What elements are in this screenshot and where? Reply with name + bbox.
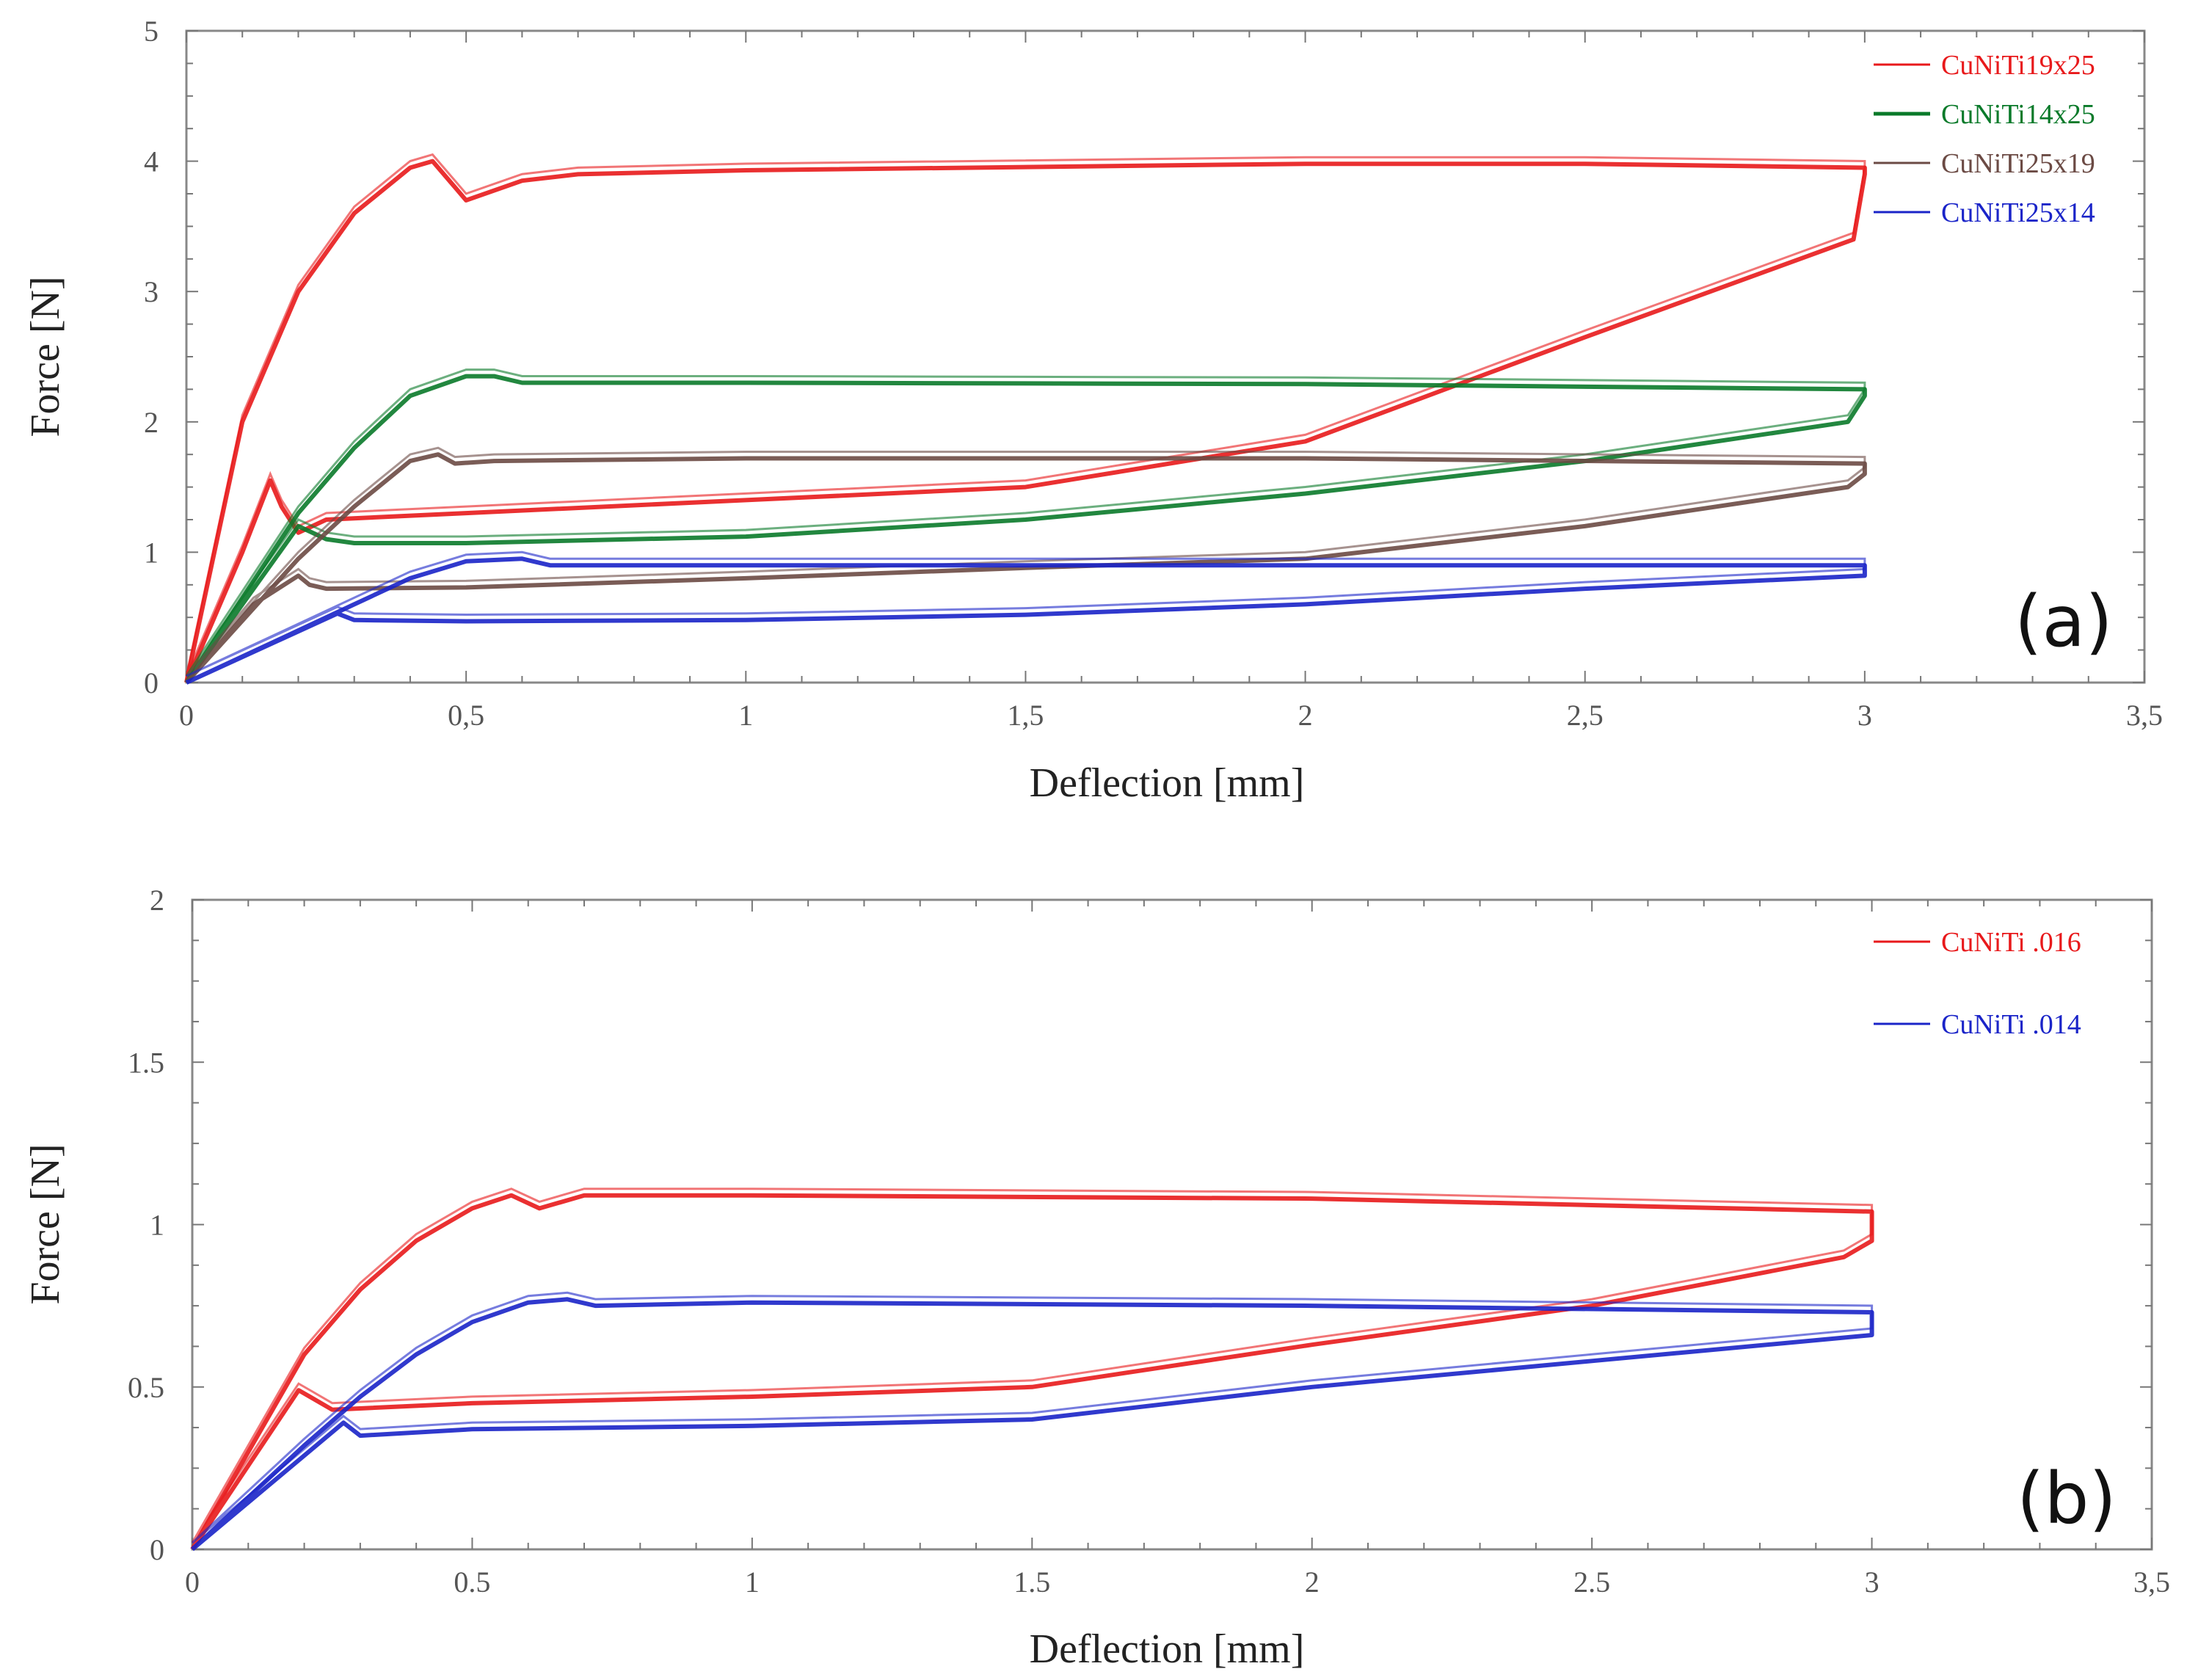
legend-label: CuNiTi19x25 xyxy=(1941,50,2095,81)
x-tick-label: 2.5 xyxy=(1573,1566,1610,1599)
chart-b: Deflection [mm] Force [N] (b) 0 0.5 1 1.5 2 2… xyxy=(23,884,2170,1672)
series-line-0 xyxy=(184,159,1867,684)
panel-label: (a) xyxy=(2015,581,2113,663)
panel-label: (b) xyxy=(2017,1458,2117,1540)
series-line-cycle-1 xyxy=(191,1291,1874,1544)
y-tick-label: 1 xyxy=(150,1209,164,1242)
series-line-cycle-2 xyxy=(185,446,1866,677)
x-tick-label: 2 xyxy=(1298,699,1313,732)
y-tick-label: 0.5 xyxy=(128,1371,164,1404)
series-line-2 xyxy=(184,452,1867,685)
x-tick-label: 0 xyxy=(185,1566,200,1599)
x-tick-label: 1.5 xyxy=(1014,1566,1050,1599)
y-tick-label: 1.5 xyxy=(128,1046,164,1079)
plot-frame xyxy=(191,898,2153,1551)
x-tick-label: 0 xyxy=(179,699,194,732)
series-line-cycle-3 xyxy=(186,550,1866,677)
legend-label: CuNiTi .016 xyxy=(1941,927,2081,958)
series-line-0 xyxy=(190,1193,1874,1551)
x-tick-label: 3,5 xyxy=(2133,1566,2170,1599)
y-tick-label: 3 xyxy=(144,275,159,308)
y-tick-label: 0 xyxy=(144,666,159,699)
x-tick-label: 1,5 xyxy=(1007,699,1044,732)
y-tick-label: 1 xyxy=(144,536,159,569)
x-axis-title: Deflection [mm] xyxy=(1030,760,1305,806)
legend-label: CuNiTi25x19 xyxy=(1941,148,2095,179)
series-line-3 xyxy=(185,556,1867,685)
y-axis-title: Force [N] xyxy=(23,276,68,437)
legend-label: CuNiTi25x14 xyxy=(1941,197,2095,228)
x-axis-title: Deflection [mm] xyxy=(1030,1626,1305,1672)
legend-label: CuNiTi14x25 xyxy=(1941,99,2095,130)
chart-a: Deflection [mm] Force [N] (a) 0 0,5 1 1,5 2 2… xyxy=(23,15,2163,806)
y-tick-label: 0 xyxy=(150,1533,164,1566)
y-tick-label: 2 xyxy=(150,884,164,917)
x-tick-label: 0,5 xyxy=(448,699,484,732)
x-tick-label: 0.5 xyxy=(454,1566,490,1599)
series-line-cycle-0 xyxy=(191,1188,1874,1543)
x-tick-label: 1 xyxy=(745,1566,760,1599)
x-tick-label: 3,5 xyxy=(2126,699,2163,732)
x-tick-label: 2,5 xyxy=(1567,699,1604,732)
series-line-1 xyxy=(184,374,1867,684)
x-tick-label: 3 xyxy=(1857,699,1872,732)
series-line-cycle-0 xyxy=(185,153,1866,677)
series-line-1 xyxy=(190,1297,1874,1552)
y-tick-label: 5 xyxy=(144,15,159,48)
y-tick-label: 2 xyxy=(144,406,159,439)
x-tick-label: 2 xyxy=(1305,1566,1320,1599)
series-line-cycle-1 xyxy=(185,368,1866,677)
legend-label: CuNiTi .014 xyxy=(1941,1009,2081,1040)
x-tick-label: 3 xyxy=(1865,1566,1879,1599)
x-tick-label: 1 xyxy=(738,699,753,732)
y-tick-label: 4 xyxy=(144,145,159,178)
y-axis-title: Force [N] xyxy=(23,1143,68,1304)
